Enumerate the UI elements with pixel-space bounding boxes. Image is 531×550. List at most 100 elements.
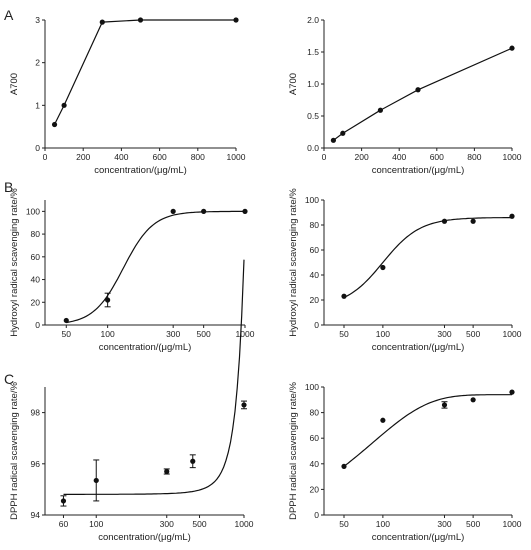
- x-tick-label: 800: [467, 152, 481, 162]
- panel-letter-b: B: [4, 179, 13, 195]
- y-tick-label: 3: [35, 15, 40, 25]
- data-point: [441, 402, 448, 408]
- x-tick-label: 60: [59, 519, 69, 529]
- x-tick-label: 0: [322, 152, 327, 162]
- y-axis-label: Hydroxyl radical scavenging rate/%: [288, 188, 299, 337]
- data-point: [330, 137, 336, 143]
- y-tick-label: 98: [31, 408, 41, 418]
- panel-letter-c: C: [4, 371, 14, 387]
- y-tick-label: 1: [35, 100, 40, 110]
- x-tick-label: 1000: [503, 152, 522, 162]
- y-axis-label: A700: [9, 73, 20, 95]
- x-tick-label: 800: [191, 152, 205, 162]
- y-tick-label: 60: [310, 433, 320, 443]
- y-tick-label: 60: [310, 245, 320, 255]
- y-tick-label: 40: [310, 459, 320, 469]
- series-line: [66, 210, 245, 324]
- data-point: [380, 264, 386, 271]
- y-tick-label: 0: [35, 320, 40, 330]
- x-tick-label: 0: [43, 152, 48, 162]
- y-tick-label: 20: [31, 297, 41, 307]
- y-tick-label: 80: [310, 220, 320, 230]
- y-axis-label: A700: [288, 73, 299, 95]
- y-tick-label: 1.0: [307, 79, 319, 89]
- x-tick-label: 400: [392, 152, 406, 162]
- data-point: [509, 389, 515, 395]
- y-tick-label: 20: [310, 484, 320, 494]
- data-point: [99, 19, 105, 25]
- x-tick-label: 1000: [236, 329, 255, 339]
- y-tick-label: 1.5: [307, 47, 319, 57]
- y-tick-label: 60: [31, 252, 41, 262]
- chart-b-right: 0 20 40 60 80 100 50 100 300 500 1000 concentration…: [288, 188, 522, 353]
- x-tick-label: 100: [89, 519, 103, 529]
- x-axis-label: concentration/(μg/mL): [98, 532, 191, 543]
- data-point: [340, 130, 346, 136]
- y-tick-label: 0.5: [307, 111, 319, 121]
- y-tick-label: 100: [305, 195, 319, 205]
- y-tick-label: 80: [310, 408, 320, 418]
- y-tick-label: 2: [35, 58, 40, 68]
- x-tick-label: 500: [197, 329, 211, 339]
- x-axis-label: concentration/(μg/mL): [372, 165, 465, 176]
- x-tick-label: 300: [160, 519, 174, 529]
- x-tick-label: 1000: [503, 329, 522, 339]
- x-tick-label: 200: [76, 152, 90, 162]
- x-tick-label: 100: [376, 329, 390, 339]
- x-tick-label: 1000: [227, 152, 246, 162]
- x-axis-label: concentration/(μg/mL): [372, 532, 465, 543]
- y-tick-label: 80: [31, 229, 41, 239]
- data-point: [380, 417, 386, 423]
- data-point: [137, 17, 144, 23]
- data-point: [341, 463, 347, 469]
- data-point: [63, 317, 69, 324]
- x-tick-label: 300: [437, 329, 451, 339]
- data-point: [415, 87, 421, 93]
- y-tick-label: 0.0: [307, 143, 319, 153]
- x-tick-label: 500: [466, 329, 480, 339]
- x-tick-label: 600: [430, 152, 444, 162]
- data-point: [233, 17, 239, 23]
- y-axis-label: Hydroxyl radical scavenging rate/%: [9, 188, 20, 337]
- data-point: [242, 208, 248, 214]
- x-tick-label: 200: [355, 152, 369, 162]
- x-tick-label: 400: [114, 152, 128, 162]
- data-point: [509, 213, 515, 219]
- data-point: [441, 218, 448, 224]
- y-tick-label: 40: [310, 270, 320, 280]
- y-tick-label: 20: [310, 295, 320, 305]
- series-line: [343, 394, 512, 467]
- data-point: [61, 102, 67, 108]
- y-tick-label: 40: [31, 275, 41, 285]
- x-tick-label: 1000: [503, 519, 522, 529]
- y-tick-label: 96: [31, 459, 41, 469]
- data-point: [341, 293, 347, 299]
- data-point: [93, 477, 99, 484]
- y-tick-label: 100: [305, 382, 319, 392]
- chart-a-left: 0 1 2 3 0 200 400 600 800 1000 concentration/(μg/m…: [9, 15, 246, 176]
- series-line: [343, 217, 512, 299]
- y-tick-label: 94: [31, 510, 41, 520]
- data-point: [470, 397, 476, 403]
- series-line: [53, 19, 236, 125]
- data-point: [201, 208, 207, 214]
- x-axis-label: concentration/(μg/mL): [99, 342, 192, 353]
- x-tick-label: 600: [153, 152, 167, 162]
- x-tick-label: 50: [62, 329, 72, 339]
- chart-b-left: 0 20 40 60 80 100 50 100 300 500 1000 concentration…: [9, 188, 255, 353]
- y-tick-label: 0: [314, 320, 319, 330]
- data-point: [60, 498, 67, 504]
- data-point: [164, 468, 170, 475]
- chart-a-right: 0.0 0.5 1.0 1.5 2.0 0 200 400 600 800 1000 concentr…: [288, 15, 522, 176]
- y-tick-label: 0: [314, 510, 319, 520]
- data-point: [51, 121, 58, 128]
- x-tick-label: 500: [192, 519, 206, 529]
- chart-c-right: 0 20 40 60 80 100 50 100 300 500 1000 concentration…: [288, 382, 522, 543]
- x-tick-label: 300: [437, 519, 451, 529]
- data-point: [509, 45, 515, 51]
- series-line: [333, 47, 513, 141]
- x-tick-label: 50: [339, 519, 349, 529]
- x-axis-label: concentration/(μg/mL): [94, 165, 187, 176]
